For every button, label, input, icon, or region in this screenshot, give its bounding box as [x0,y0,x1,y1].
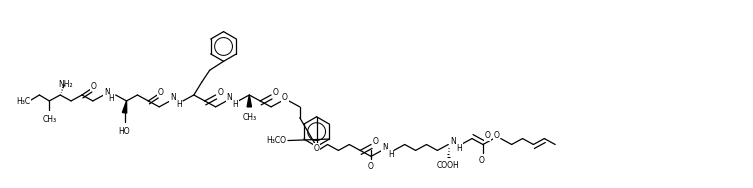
Polygon shape [123,101,127,113]
Text: N: N [170,93,176,102]
Text: H: H [108,94,114,103]
Polygon shape [247,95,252,107]
Text: NH₂: NH₂ [58,80,72,89]
Text: H₃CO: H₃CO [266,136,286,145]
Text: H: H [233,100,238,109]
Text: O: O [373,137,379,146]
Text: N: N [382,143,388,152]
Text: O: O [273,88,279,96]
Text: O: O [367,162,373,171]
Text: CH₃: CH₃ [42,115,56,124]
Text: O: O [314,144,319,153]
Text: HO: HO [119,127,130,136]
Text: H: H [456,144,462,153]
Text: O: O [157,88,163,96]
Text: O: O [494,131,500,140]
Text: O: O [479,156,485,165]
Text: N: N [450,137,456,146]
Text: H₃C: H₃C [17,97,31,106]
Text: O: O [218,88,224,96]
Text: H: H [388,150,394,159]
Text: H: H [176,100,181,109]
Text: O: O [282,93,288,102]
Text: O: O [485,131,491,140]
Text: N: N [104,88,109,96]
Text: COOH: COOH [437,161,459,170]
Text: O: O [91,82,97,91]
Text: CH₃: CH₃ [242,113,256,122]
Text: N: N [227,93,232,102]
